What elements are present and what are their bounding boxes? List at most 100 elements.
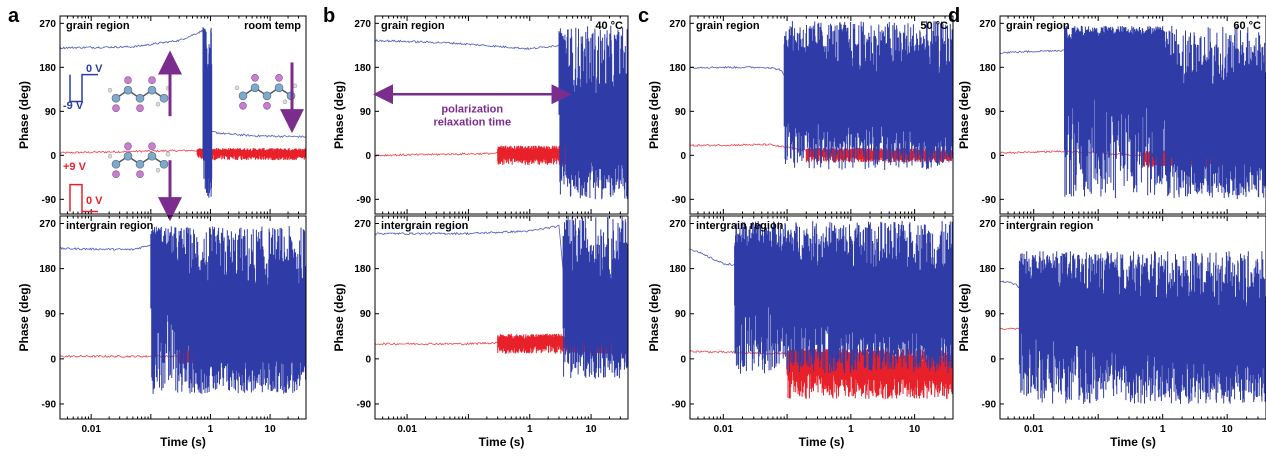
subplot-title: intergrain region xyxy=(696,220,784,232)
y-tick-label: -90 xyxy=(672,195,687,206)
y-tick-label: 0 xyxy=(50,354,56,365)
series-red-phase xyxy=(60,148,306,161)
plot-area xyxy=(1000,25,1266,200)
y-tick-label: 270 xyxy=(39,219,56,230)
intergrain-subplot: -90 0 90 180 270 0.01 1 10 Phase (deg) intergrain… xyxy=(17,215,307,435)
molecule-atom xyxy=(148,76,156,85)
oscillation-band xyxy=(734,221,953,374)
condition-label: 60 °C xyxy=(1233,20,1261,32)
y-tick-label: 180 xyxy=(669,63,686,74)
molecule-atom xyxy=(107,87,113,93)
plot-frame xyxy=(374,215,629,420)
grain-subplot: -90 0 90 180 270 Phase (deg) grain region room … xyxy=(17,15,307,222)
x-tick-label: 1 xyxy=(527,424,533,435)
y-axis-label: Phase (deg) xyxy=(17,283,31,351)
pulse-negative-label: -9 V xyxy=(63,100,84,112)
y-axis-label: Phase (deg) xyxy=(17,81,31,149)
molecule-sketch xyxy=(107,76,171,113)
molecule-atom xyxy=(234,85,240,91)
plot-area xyxy=(375,216,628,379)
y-axis-label: Phase (deg) xyxy=(332,283,346,351)
x-tick-label: 10 xyxy=(1222,424,1234,435)
pulse-annotations: 0 V -9 V +9 V 0 V xyxy=(63,50,304,222)
y-axis-label: Phase (deg) xyxy=(957,81,971,149)
y-tick-label: 180 xyxy=(354,264,371,275)
y-tick-label: 180 xyxy=(39,63,56,74)
molecule-atom xyxy=(274,83,284,93)
panel-label: c xyxy=(638,5,649,27)
molecule-atom xyxy=(147,151,157,161)
x-axis-label: Time (s) xyxy=(479,435,525,449)
y-tick-label: 0 xyxy=(50,151,56,162)
y-tick-label: 0 xyxy=(680,354,686,365)
plot-frame xyxy=(999,215,1266,420)
x-tick-label: 1 xyxy=(208,424,214,435)
y-axis-label: Phase (deg) xyxy=(647,81,661,149)
positive-pulse-shape xyxy=(69,183,98,213)
molecule-atom xyxy=(136,170,144,179)
molecule-atom xyxy=(159,159,169,169)
grain-subplot: -90 0 90 180 270 Phase (deg) grain region 40 °C… xyxy=(332,15,629,215)
molecule-atom xyxy=(111,159,121,169)
molecule-atom xyxy=(282,99,288,105)
y-tick-label: 270 xyxy=(39,19,56,30)
y-tick-label: -90 xyxy=(672,399,687,410)
x-tick-label: 0.01 xyxy=(714,424,734,435)
subplot-title: grain region xyxy=(66,20,130,32)
y-tick-label: 180 xyxy=(669,264,686,275)
y-axis-label: Phase (deg) xyxy=(647,283,661,351)
series-blue-phase xyxy=(690,221,953,374)
y-tick-label: 270 xyxy=(979,219,996,230)
intergrain-subplot: -90 0 90 180 270 0.01 1 10 Phase (deg) intergrain… xyxy=(957,215,1266,435)
molecule-atom xyxy=(262,91,272,101)
molecule-atom xyxy=(112,170,120,179)
molecule-atom xyxy=(165,151,171,157)
molecule-atom xyxy=(107,153,113,159)
x-tick-label: 0.01 xyxy=(81,424,101,435)
molecule-sketch xyxy=(107,142,171,179)
x-tick-label: 1 xyxy=(1160,424,1166,435)
series-blue-phase xyxy=(375,216,628,379)
y-tick-label: 0 xyxy=(680,151,686,162)
plot-area xyxy=(1000,251,1266,404)
panel-label: a xyxy=(8,5,20,27)
molecule-atom xyxy=(292,83,298,89)
x-tick-label: 0.01 xyxy=(1024,424,1044,435)
relaxation-label-line1: polarization xyxy=(441,103,503,115)
molecule-atom xyxy=(263,101,271,110)
molecule-atom xyxy=(155,101,161,107)
plot-frame xyxy=(374,15,629,215)
y-tick-label: -90 xyxy=(42,399,57,410)
series-blue-phase xyxy=(1000,251,1266,404)
y-tick-label: 0 xyxy=(990,354,996,365)
molecule-atom xyxy=(123,151,133,161)
plot-frame xyxy=(689,215,954,420)
baseline-trace xyxy=(60,29,306,138)
molecule-atom xyxy=(111,93,121,103)
y-tick-label: 0 xyxy=(365,151,371,162)
y-tick-label: 180 xyxy=(354,63,371,74)
subplot-title: intergrain region xyxy=(66,220,154,232)
molecule-atom xyxy=(147,85,157,95)
plot-area xyxy=(690,221,953,399)
y-tick-label: -90 xyxy=(42,195,57,206)
molecule-atom xyxy=(250,83,260,93)
y-tick-label: -90 xyxy=(357,399,372,410)
oscillation-band xyxy=(558,25,628,200)
subplot-title: grain region xyxy=(696,20,760,32)
panel-label: b xyxy=(323,5,335,27)
plot-area xyxy=(690,21,953,170)
y-tick-label: 0 xyxy=(365,354,371,365)
panel-d: d -90 0 90 180 270 Phase (deg) grain region 60 °… xyxy=(948,5,1266,449)
molecule-atom xyxy=(239,101,247,110)
y-tick-label: 270 xyxy=(979,19,996,30)
series-blue-phase xyxy=(375,25,628,200)
y-tick-label: 180 xyxy=(39,264,56,275)
relaxation-label-line2: relaxation time xyxy=(433,116,511,128)
molecule-sketch xyxy=(234,73,298,110)
condition-label: 50 °C xyxy=(920,20,948,32)
oscillation-band xyxy=(196,148,306,161)
series-blue-phase xyxy=(60,27,306,198)
